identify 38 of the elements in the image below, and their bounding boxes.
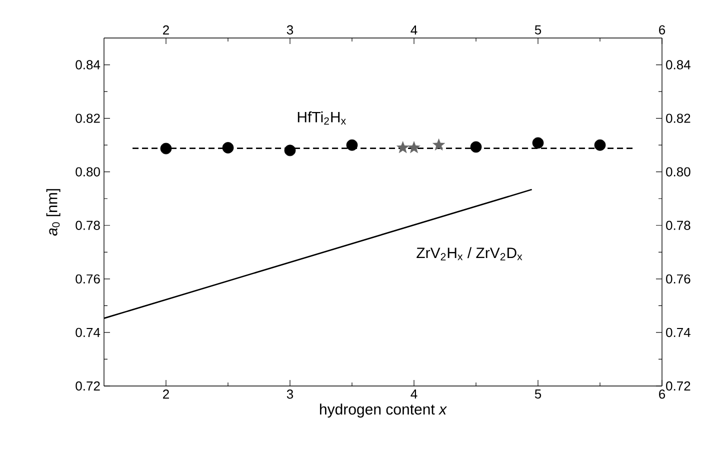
- y-tick-label: 0.76: [76, 274, 100, 284]
- y2-tick-label: 0.82: [666, 114, 690, 123]
- x-axis-title: hydrogen content x: [320, 404, 448, 418]
- x2-tick-label: 5: [534, 390, 542, 399]
- x2-tick-label: 4: [410, 390, 418, 398]
- x2-tick-label: 3: [286, 390, 294, 399]
- x2-tick-label: 2: [163, 390, 169, 399]
- y2-tick-label: 0.76: [666, 274, 690, 284]
- point: [408, 141, 420, 154]
- point: [532, 137, 544, 149]
- point: [470, 141, 482, 153]
- x-tick-label: 3: [286, 25, 294, 34]
- annotation: ZrV$_{2}$H$_{x}$ / ZrV$_{2}$D$_{x}$: [416, 247, 522, 260]
- point: [594, 139, 606, 151]
- y-tick-label: 0.74: [76, 328, 100, 338]
- y2-tick-label: 0.72: [666, 381, 690, 391]
- y2-tick-label: 0.74: [666, 328, 690, 338]
- y-tick-label: 0.82: [76, 114, 100, 123]
- x-tick-label: 6: [659, 25, 666, 34]
- annotation: HfTi$_{2}$H$_{x}$: [298, 111, 346, 125]
- x2-tick-label: 6: [659, 390, 666, 399]
- point: [160, 142, 172, 154]
- y2-tick-label: 0.80: [666, 167, 690, 176]
- point: [222, 142, 234, 154]
- point: [346, 139, 358, 151]
- x-tick-label: 5: [534, 25, 542, 34]
- y-tick-label: 0.84: [76, 60, 100, 70]
- y2-tick-label: 0.78: [666, 220, 690, 230]
- point: [432, 138, 446, 150]
- x-tick-label: 2: [163, 25, 169, 34]
- x-tick-label: 4: [410, 26, 418, 34]
- point: [396, 141, 410, 154]
- y-tick-label: 0.78: [76, 220, 100, 230]
- point: [284, 144, 296, 156]
- y-tick-label: 0.72: [76, 381, 100, 391]
- y-axis-title: a$_{0}$ [nm]: [46, 189, 60, 236]
- y2-tick-label: 0.84: [666, 60, 690, 70]
- y-tick-label: 0.80: [76, 167, 100, 176]
